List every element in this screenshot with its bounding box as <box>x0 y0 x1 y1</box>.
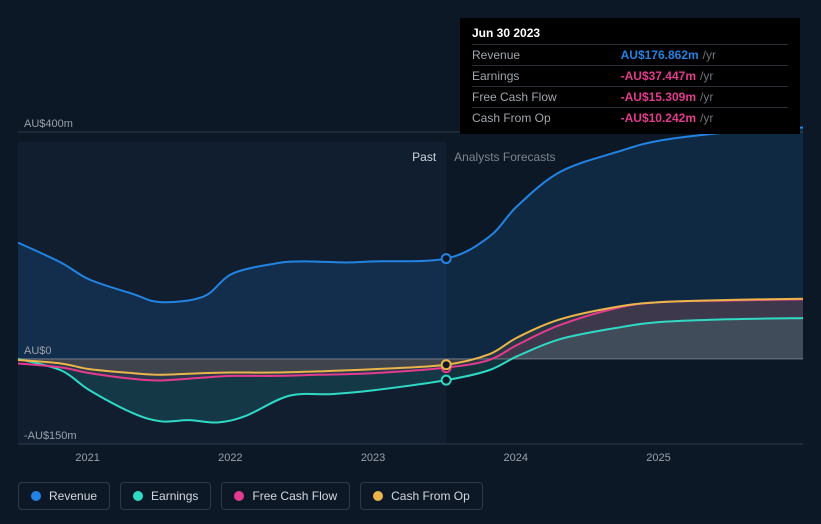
chart-tooltip: Jun 30 2023 RevenueAU$176.862m/yrEarning… <box>460 18 800 134</box>
tooltip-row: Free Cash Flow-AU$15.309m/yr <box>472 87 788 108</box>
legend-swatch-icon <box>373 491 383 501</box>
legend-item-earnings[interactable]: Earnings <box>120 482 211 510</box>
tooltip-row-unit: /yr <box>699 48 716 62</box>
tooltip-row: Cash From Op-AU$10.242m/yr <box>472 108 788 129</box>
legend-item-cfo[interactable]: Cash From Op <box>360 482 483 510</box>
tooltip-row-label: Revenue <box>472 45 621 66</box>
legend-swatch-icon <box>234 491 244 501</box>
chart-legend: Revenue Earnings Free Cash Flow Cash From O… <box>18 482 483 510</box>
tooltip-row-value: AU$176.862m <box>621 48 699 62</box>
tooltip-row-unit: /yr <box>696 69 713 83</box>
legend-item-fcf[interactable]: Free Cash Flow <box>221 482 350 510</box>
tooltip-row-label: Free Cash Flow <box>472 87 621 108</box>
legend-item-label: Free Cash Flow <box>252 489 337 503</box>
tooltip-row-value: -AU$37.447m <box>621 69 696 83</box>
tooltip-table: RevenueAU$176.862m/yrEarnings-AU$37.447m… <box>472 44 788 128</box>
tooltip-row: RevenueAU$176.862m/yr <box>472 45 788 66</box>
legend-item-label: Earnings <box>151 489 198 503</box>
tooltip-title: Jun 30 2023 <box>472 26 788 44</box>
tooltip-row-unit: /yr <box>696 90 713 104</box>
legend-swatch-icon <box>31 491 41 501</box>
legend-item-revenue[interactable]: Revenue <box>18 482 110 510</box>
tooltip-row-label: Earnings <box>472 66 621 87</box>
tooltip-row-value: -AU$15.309m <box>621 90 696 104</box>
legend-item-label: Revenue <box>49 489 97 503</box>
tooltip-row-value: -AU$10.242m <box>621 111 696 125</box>
tooltip-row-unit: /yr <box>696 111 713 125</box>
tooltip-row-label: Cash From Op <box>472 108 621 129</box>
tooltip-row: Earnings-AU$37.447m/yr <box>472 66 788 87</box>
legend-swatch-icon <box>133 491 143 501</box>
legend-item-label: Cash From Op <box>391 489 470 503</box>
